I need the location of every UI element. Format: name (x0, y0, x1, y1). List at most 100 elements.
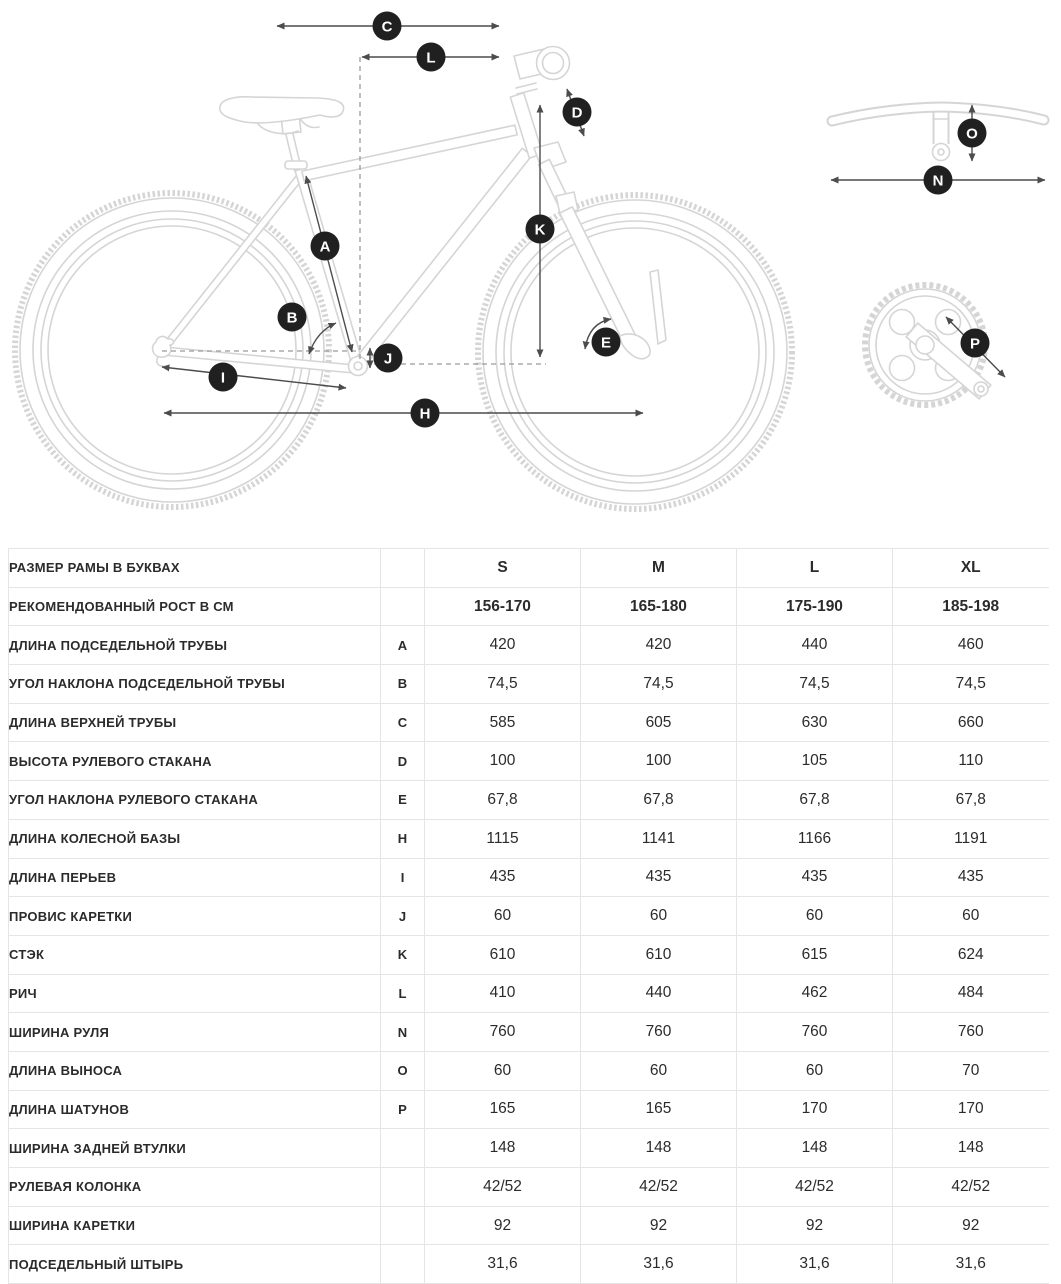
svg-text:I: I (221, 369, 225, 386)
row-value-l: 760 (736, 1012, 893, 1052)
row-label: ДЛИНА ВЫНОСА (8, 1050, 381, 1091)
dim-arrow-i (161, 364, 347, 391)
row-value-m: 60 (580, 896, 737, 936)
row-value-m: M (580, 548, 737, 588)
row-value-xl: 42/52 (892, 1167, 1049, 1207)
row-value-s: 60 (424, 1050, 581, 1091)
row-label: ШИРИНА РУЛЯ (8, 1012, 381, 1052)
row-value-xl: XL (892, 548, 1049, 588)
row-value-l: 1166 (736, 818, 893, 859)
svg-text:N: N (933, 172, 944, 189)
row-value-l: 462 (736, 973, 893, 1014)
dim-marker-h: H (410, 398, 440, 428)
row-letter: N (380, 1012, 425, 1052)
row-label: ДЛИНА ВЕРХНЕЙ ТРУБЫ (8, 702, 381, 743)
row-letter: L (380, 973, 425, 1014)
row-value-l: 74,5 (736, 664, 893, 704)
dim-marker-o: O (957, 118, 987, 148)
row-value-s: 100 (424, 741, 581, 782)
row-value-l: 31,6 (736, 1244, 893, 1284)
row-value-l: L (736, 548, 893, 588)
row-value-l: 60 (736, 1050, 893, 1091)
row-value-xl: 92 (892, 1205, 1049, 1246)
spider-cutout (934, 308, 962, 336)
row-value-m: 610 (580, 934, 737, 975)
bottom-bracket (347, 355, 369, 377)
table-row: ШИРИНА ЗАДНЕЙ ВТУЛКИ 148 148 148 148 (8, 1128, 1049, 1168)
row-value-s: 92 (424, 1205, 581, 1246)
row-value-xl: 70 (892, 1050, 1049, 1091)
dim-arrow-a (304, 175, 354, 353)
row-value-s: 165 (424, 1089, 581, 1130)
derailleur-hanger (156, 356, 165, 367)
table-row: УГОЛ НАКЛОНА ПОДСЕДЕЛЬНОЙ ТРУБЫ B 74,5 74,5… (8, 664, 1049, 704)
row-label: ШИРИНА ЗАДНЕЙ ВТУЛКИ (8, 1128, 381, 1168)
row-letter: C (380, 702, 425, 743)
row-label: РЕКОМЕНДОВАННЫЙ РОСТ В СМ (8, 586, 381, 627)
row-label: СТЭК (8, 934, 381, 975)
dim-marker-i: I (208, 362, 238, 392)
svg-text:P: P (970, 335, 980, 352)
table-row: УГОЛ НАКЛОНА РУЛЕВОГО СТАКАНА E 67,8 67,8 67… (8, 780, 1049, 820)
row-value-s: 67,8 (424, 780, 581, 820)
svg-text:A: A (320, 238, 331, 255)
dim-arc-b (308, 322, 337, 355)
row-letter (380, 1244, 425, 1284)
table-row: СТЭК K 610 610 615 624 (8, 934, 1049, 975)
dim-marker-j: J (373, 343, 403, 373)
table-row: ДЛИНА КОЛЕСНОЙ БАЗЫ H 1115 1141 1166 1191 (8, 818, 1049, 859)
row-value-xl: 484 (892, 973, 1049, 1014)
row-value-s: 585 (424, 702, 581, 743)
row-value-l: 630 (736, 702, 893, 743)
dim-marker-n: N (923, 165, 953, 195)
table-row: ДЛИНА ПЕРЬЕВ I 435 435 435 435 (8, 857, 1049, 898)
row-letter (380, 548, 425, 588)
row-value-xl: 760 (892, 1012, 1049, 1052)
row-letter: I (380, 857, 425, 898)
geometry-table: РАЗМЕР РАМЫ В БУКВАХ S M L XL РЕКОМЕНДОВАННЫЙ… (8, 548, 1049, 1284)
svg-text:J: J (384, 350, 392, 367)
svg-text:K: K (535, 221, 546, 238)
row-value-m: 605 (580, 702, 737, 743)
row-value-s: 420 (424, 625, 581, 666)
svg-text:H: H (420, 405, 431, 422)
row-value-m: 92 (580, 1205, 737, 1246)
row-value-m: 165-180 (580, 586, 737, 627)
row-value-s: 60 (424, 896, 581, 936)
svg-text:C: C (382, 18, 393, 35)
row-value-m: 74,5 (580, 664, 737, 704)
table-row: ПРОВИС КАРЕТКИ J 60 60 60 60 (8, 896, 1049, 936)
row-value-l: 42/52 (736, 1167, 893, 1207)
table-row: ШИРИНА КАРЕТКИ 92 92 92 92 (8, 1205, 1049, 1246)
table-row: ДЛИНА ШАТУНОВ P 165 165 170 170 (8, 1089, 1049, 1130)
row-letter: A (380, 625, 425, 666)
dim-marker-p: P (960, 328, 990, 358)
top-tube (301, 124, 518, 182)
row-value-s: 42/52 (424, 1167, 581, 1207)
row-value-m: 67,8 (580, 780, 737, 820)
row-value-xl: 148 (892, 1128, 1049, 1168)
row-value-s: 410 (424, 973, 581, 1014)
row-value-xl: 74,5 (892, 664, 1049, 704)
row-value-l: 105 (736, 741, 893, 782)
row-value-xl: 60 (892, 896, 1049, 936)
row-value-m: 760 (580, 1012, 737, 1052)
row-label: РИЧ (8, 973, 381, 1014)
dim-marker-d: D (562, 97, 592, 127)
rear-dropout (151, 335, 175, 358)
row-value-xl: 110 (892, 741, 1049, 782)
fender-stay (649, 269, 667, 345)
row-value-l: 67,8 (736, 780, 893, 820)
row-value-xl: 31,6 (892, 1244, 1049, 1284)
row-label: ШИРИНА КАРЕТКИ (8, 1205, 381, 1246)
table-row: ПОДСЕДЕЛЬНЫЙ ШТЫРЬ 31,6 31,6 31,6 31,6 (8, 1244, 1049, 1284)
fork (533, 141, 667, 360)
diagram-svg: C L D A K B J I H E O N P (12, 11, 1050, 512)
row-value-s: 435 (424, 857, 581, 898)
row-value-m: 42/52 (580, 1167, 737, 1207)
row-label: ДЛИНА ПОДСЕДЕЛЬНОЙ ТРУБЫ (8, 625, 381, 666)
saddle (219, 96, 345, 124)
row-value-s: 74,5 (424, 664, 581, 704)
row-value-s: 610 (424, 934, 581, 975)
handlebar-top-view (826, 101, 1050, 162)
